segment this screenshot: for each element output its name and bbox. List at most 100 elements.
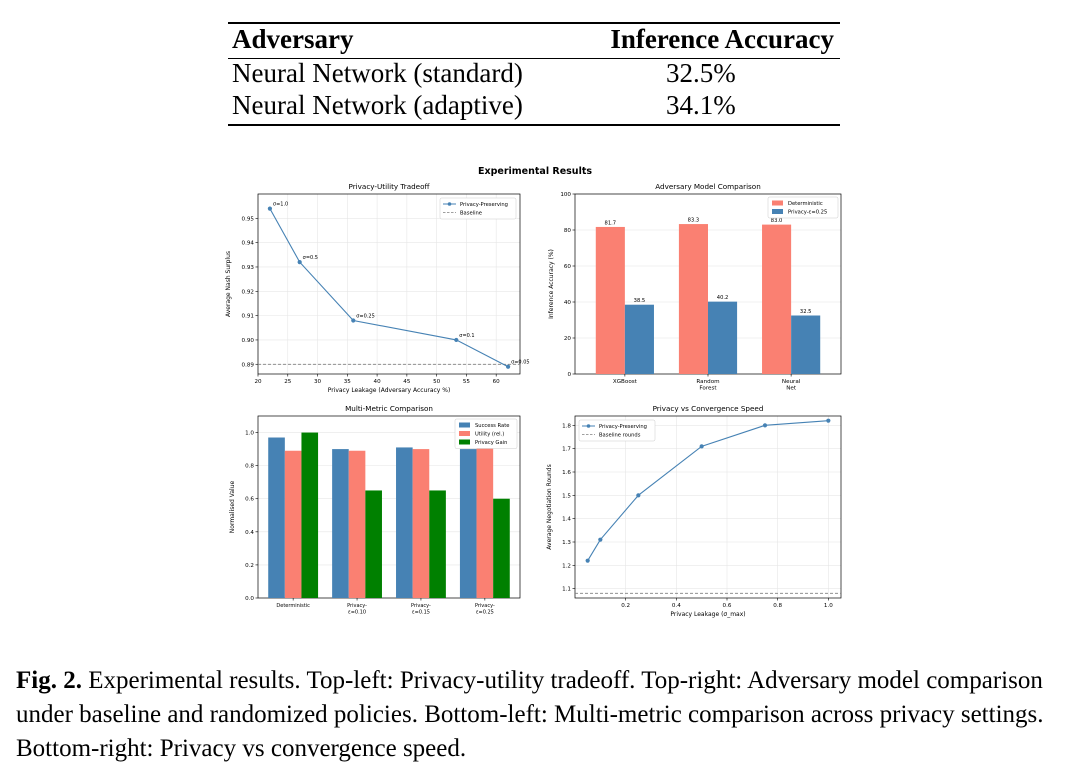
figure-suptitle: Experimental Results [478,166,592,177]
caption-label: Fig. 2. [16,667,82,694]
multimetric-bar [429,490,446,598]
convergence-ytick-label: 1.3 [562,540,571,546]
adversary-ytick-label: 40 [564,300,572,306]
tradeoff-point-label: σ=0.5 [303,255,318,261]
multimetric-bar [284,450,302,598]
table-row-2-adversary: Neural Network (adaptive) [232,90,523,120]
adversary-category-label: Net [786,386,797,392]
convergence-data-point [762,423,768,428]
tradeoff-ytick-label: 0.92 [242,289,254,295]
multimetric-bar [493,498,510,598]
multimetric-chart: Multi-Metric Comparison 0.0 0.2 0.4 0.6 0.8 1.… [229,404,521,616]
adversary-legend-swatch [772,209,783,214]
multimetric-ylabel: Normalised Value [229,481,236,534]
convergence-ytick-label: 1.6 [562,470,571,476]
table-row-1-accuracy: 32.5% [666,58,736,88]
tradeoff-ytick-label: 0.89 [242,362,255,368]
multimetric-bar [301,432,319,598]
adversary-bar [708,301,738,374]
convergence-ytick-label: 1.1 [562,587,571,593]
tradeoff-data-point [454,337,459,343]
multimetric-ytick-label: 1.0 [245,431,254,437]
tradeoff-ytick-label: 0.90 [242,338,255,344]
multimetric-category-label: ε=0.10 [348,610,366,616]
tradeoff-legend-label: Privacy-Preserving [460,202,508,208]
convergence-ytick-label: 1.2 [562,563,571,569]
multimetric-axes-frame [257,415,521,599]
tradeoff-ytick-label: 0.93 [242,265,255,271]
convergence-xtick-label: 0.4 [672,603,681,609]
multimetric-legend-label: Utility (rel.) [475,432,504,438]
adversary-ytick-label: 20 [564,336,572,342]
convergence-data-point [598,537,603,542]
convergence-ytick-label: 1.4 [562,517,571,523]
adversary-bar [624,304,654,374]
adversary-ytick-label: 80 [564,228,572,234]
tradeoff-legend-marker [447,202,452,206]
adversary-ytick-label: 100 [560,192,571,198]
adversary-category-label: Neural [782,379,801,385]
tradeoff-point-label: σ=0.25 [356,313,375,319]
table-row-1-adversary: Neural Network (standard) [232,58,523,88]
tradeoff-ytick-label: 0.95 [242,216,255,222]
multimetric-legend-swatch [459,439,470,445]
adversary-category-label: XGBoost [613,379,638,385]
tradeoff-xtick-label: 20 [254,379,262,385]
tradeoff-xtick-label: 25 [284,379,292,385]
tradeoff-xtick-label: 45 [403,379,411,385]
tradeoff-data-point [351,318,356,323]
adversary-title: Adversary Model Comparison [655,182,761,191]
adversary-bar-value-label: 40.2 [717,295,729,301]
convergence-chart: Privacy vs Convergence Speed 1.1 1.2 1.3 1.4… [546,404,842,618]
table-row-2-accuracy: 34.1% [666,90,736,120]
table-header-accuracy: Inference Accuracy [610,24,834,54]
convergence-axes-frame [574,415,842,599]
convergence-xtick-label: 1.0 [824,603,833,609]
experimental-results-figure: Experimental Results Privacy-Utility Tra… [225,166,842,618]
tradeoff-xlabel: Privacy Leakage (Adversary Accuracy %) [328,387,451,394]
multimetric-bar [365,490,382,598]
multimetric-legend [454,418,518,449]
adversary-bar [678,224,708,374]
convergence-legend-label: Baseline rounds [599,433,641,439]
multimetric-ytick-label: 0.8 [245,464,254,470]
multimetric-legend-swatch [459,431,470,436]
multimetric-legend-label: Privacy Gain [475,440,507,446]
table-top-rule [228,22,840,24]
multimetric-bar [412,449,430,598]
multimetric-title: Multi-Metric Comparison [345,404,433,413]
tradeoff-point-label: σ=0.05 [511,360,530,366]
adversary-ylabel: Inference Accuracy (%) [548,249,555,319]
convergence-legend-label: Privacy-Preserving [599,424,647,430]
figure-caption: Fig. 2. Experimental results. Top-left: … [16,664,1056,766]
tradeoff-xtick-label: 55 [463,379,471,385]
convergence-ytick-label: 1.7 [562,447,571,453]
convergence-series-line [587,420,829,561]
convergence-data-point [585,558,590,563]
multimetric-legend-label: Success Rate [475,423,509,429]
tradeoff-legend-label: Baseline [460,211,482,217]
tradeoff-xtick-label: 40 [374,379,382,385]
table-mid-rule [228,58,840,59]
adversary-ytick-label: 60 [564,264,572,270]
tradeoff-data-point [267,206,273,211]
tradeoff-xtick-label: 30 [314,379,322,385]
tradeoff-ytick-label: 0.94 [242,241,255,247]
convergence-xtick-label: 0.2 [621,603,630,609]
convergence-data-point [699,444,704,449]
tradeoff-xtick-label: 50 [433,379,441,385]
multimetric-category-label: ε=0.25 [476,610,494,616]
multimetric-bar [268,437,285,598]
convergence-data-point [636,493,641,498]
tradeoff-point-label: σ=1.0 [273,202,288,208]
multimetric-bar [396,447,413,598]
multimetric-category-label: Privacy- [411,603,431,609]
adversary-bar [762,224,792,374]
tradeoff-data-point [297,260,302,265]
tradeoff-data-point [505,364,511,369]
adversary-bar-value-label: 81.7 [605,220,617,226]
multimetric-ytick-label: 0.2 [245,563,254,569]
adversary-legend-swatch [772,200,783,206]
adversary-bar-value-label: 83.3 [688,218,700,224]
convergence-xtick-label: 0.8 [773,603,782,609]
